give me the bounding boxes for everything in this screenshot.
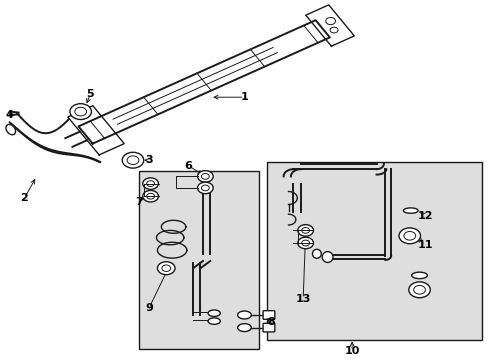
FancyBboxPatch shape xyxy=(263,323,274,332)
Text: 7: 7 xyxy=(135,197,143,207)
Text: 10: 10 xyxy=(344,346,359,356)
Circle shape xyxy=(325,17,335,24)
Text: 11: 11 xyxy=(417,240,432,250)
Circle shape xyxy=(142,190,158,202)
Ellipse shape xyxy=(208,318,220,324)
Circle shape xyxy=(70,104,91,120)
Circle shape xyxy=(408,282,429,298)
Circle shape xyxy=(122,152,143,168)
Text: 4: 4 xyxy=(6,110,14,120)
Circle shape xyxy=(297,237,313,249)
Ellipse shape xyxy=(312,249,321,258)
FancyBboxPatch shape xyxy=(263,311,274,319)
Ellipse shape xyxy=(411,272,427,279)
Text: 9: 9 xyxy=(145,303,153,313)
Ellipse shape xyxy=(237,311,251,319)
Text: 3: 3 xyxy=(145,155,153,165)
Ellipse shape xyxy=(208,310,220,316)
Ellipse shape xyxy=(322,252,332,262)
Text: 13: 13 xyxy=(295,294,310,304)
Ellipse shape xyxy=(403,208,417,213)
Circle shape xyxy=(197,182,213,194)
Text: 1: 1 xyxy=(240,92,248,102)
Circle shape xyxy=(329,27,337,33)
Ellipse shape xyxy=(237,324,251,332)
Ellipse shape xyxy=(6,125,16,135)
Bar xyxy=(266,162,481,340)
Circle shape xyxy=(157,262,175,275)
Circle shape xyxy=(142,178,158,189)
Text: 12: 12 xyxy=(417,211,432,221)
Text: 2: 2 xyxy=(20,193,28,203)
Bar xyxy=(139,171,259,349)
Text: 5: 5 xyxy=(86,89,94,99)
Circle shape xyxy=(297,225,313,236)
Circle shape xyxy=(398,228,420,244)
Text: 6: 6 xyxy=(184,161,192,171)
Circle shape xyxy=(197,171,213,182)
Text: 8: 8 xyxy=(267,317,275,327)
